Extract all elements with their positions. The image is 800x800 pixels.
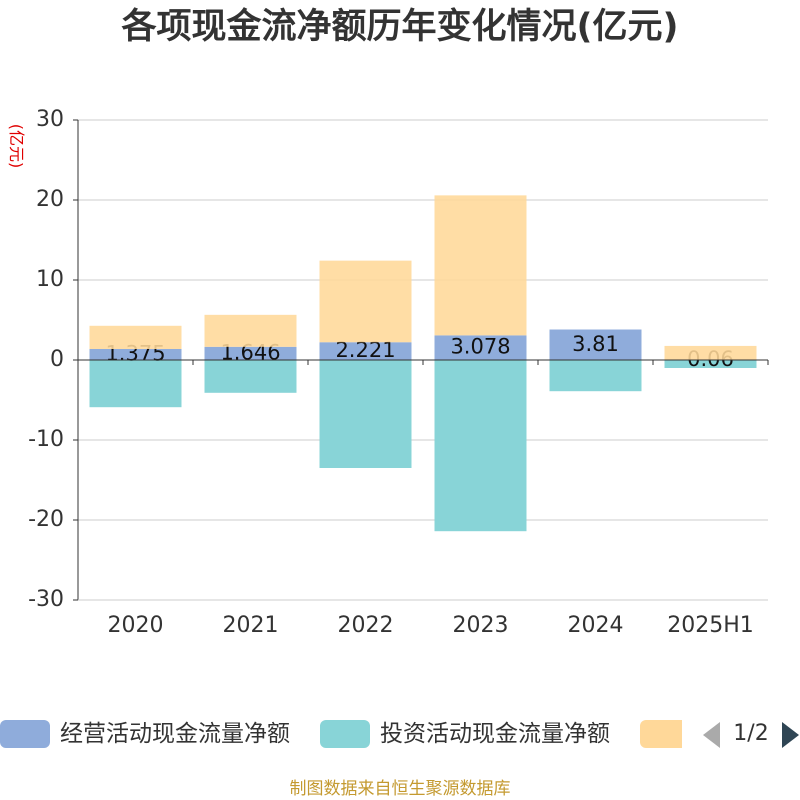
y-axis-label: (亿元) [7,124,26,169]
legend-page-indicator: 1/2 [733,721,769,746]
chart-title: 各项现金流净额历年变化情况(亿元) [121,7,679,47]
triangle-right-icon[interactable] [780,721,800,749]
bar-series0-2022 [319,342,412,360]
bar-series1-2024 [549,360,642,392]
triangle-left-icon [703,722,720,748]
bar-series1-2025H1 [664,360,757,368]
axes-layer: -30 -20 -10 0 10 20 30 2020 2021 2022 2023 2024 2025… [28,107,769,638]
bar-series2-2022 [319,260,412,343]
bar-series2-2021 [204,314,297,347]
bar-series1-2020 [89,360,182,408]
bar-series2-2020 [89,325,182,349]
bar-series0-2020 [89,349,182,360]
x-tick-label: 2024 [568,613,624,638]
legend-label-operating[interactable]: 经营活动现金流量净额 [60,721,290,747]
bar-series2-2023 [434,195,527,336]
legend-swatch-investing[interactable] [320,720,370,748]
data-label: 3.81 [572,332,619,356]
bar-series1-2021 [204,360,297,393]
data-label: 3.078 [450,335,510,359]
bar-series0-2023 [434,335,527,360]
x-tick-label: 2025H1 [667,613,754,638]
legend-swatch-third-series[interactable] [640,720,682,748]
bar-series1-2022 [319,360,412,468]
bar-series1-2023 [434,360,527,532]
y-tick-label: 20 [36,187,64,212]
y-tick-label: 10 [36,267,64,292]
legend-swatch-operating[interactable] [0,720,50,748]
y-tick-label: -10 [28,427,64,452]
x-tick-label: 2020 [108,613,164,638]
bars-top-layer [89,195,757,360]
y-tick-label: 0 [50,347,64,372]
x-tick-label: 2021 [223,613,279,638]
y-tick-label: -30 [28,587,64,612]
source-footer: 制图数据来自恒生聚源数据库 [289,779,511,799]
bars-layer [89,329,757,532]
bar-series0-2021 [204,346,297,360]
bar-series2-2025H1 [664,345,757,360]
y-tick-label: -20 [28,507,64,532]
legend-label-investing[interactable]: 投资活动现金流量净额 [380,721,610,747]
x-tick-label: 2023 [453,613,509,638]
x-tick-label: 2022 [338,613,394,638]
y-tick-label: 30 [36,107,64,132]
bar-series0-2024 [549,329,642,360]
